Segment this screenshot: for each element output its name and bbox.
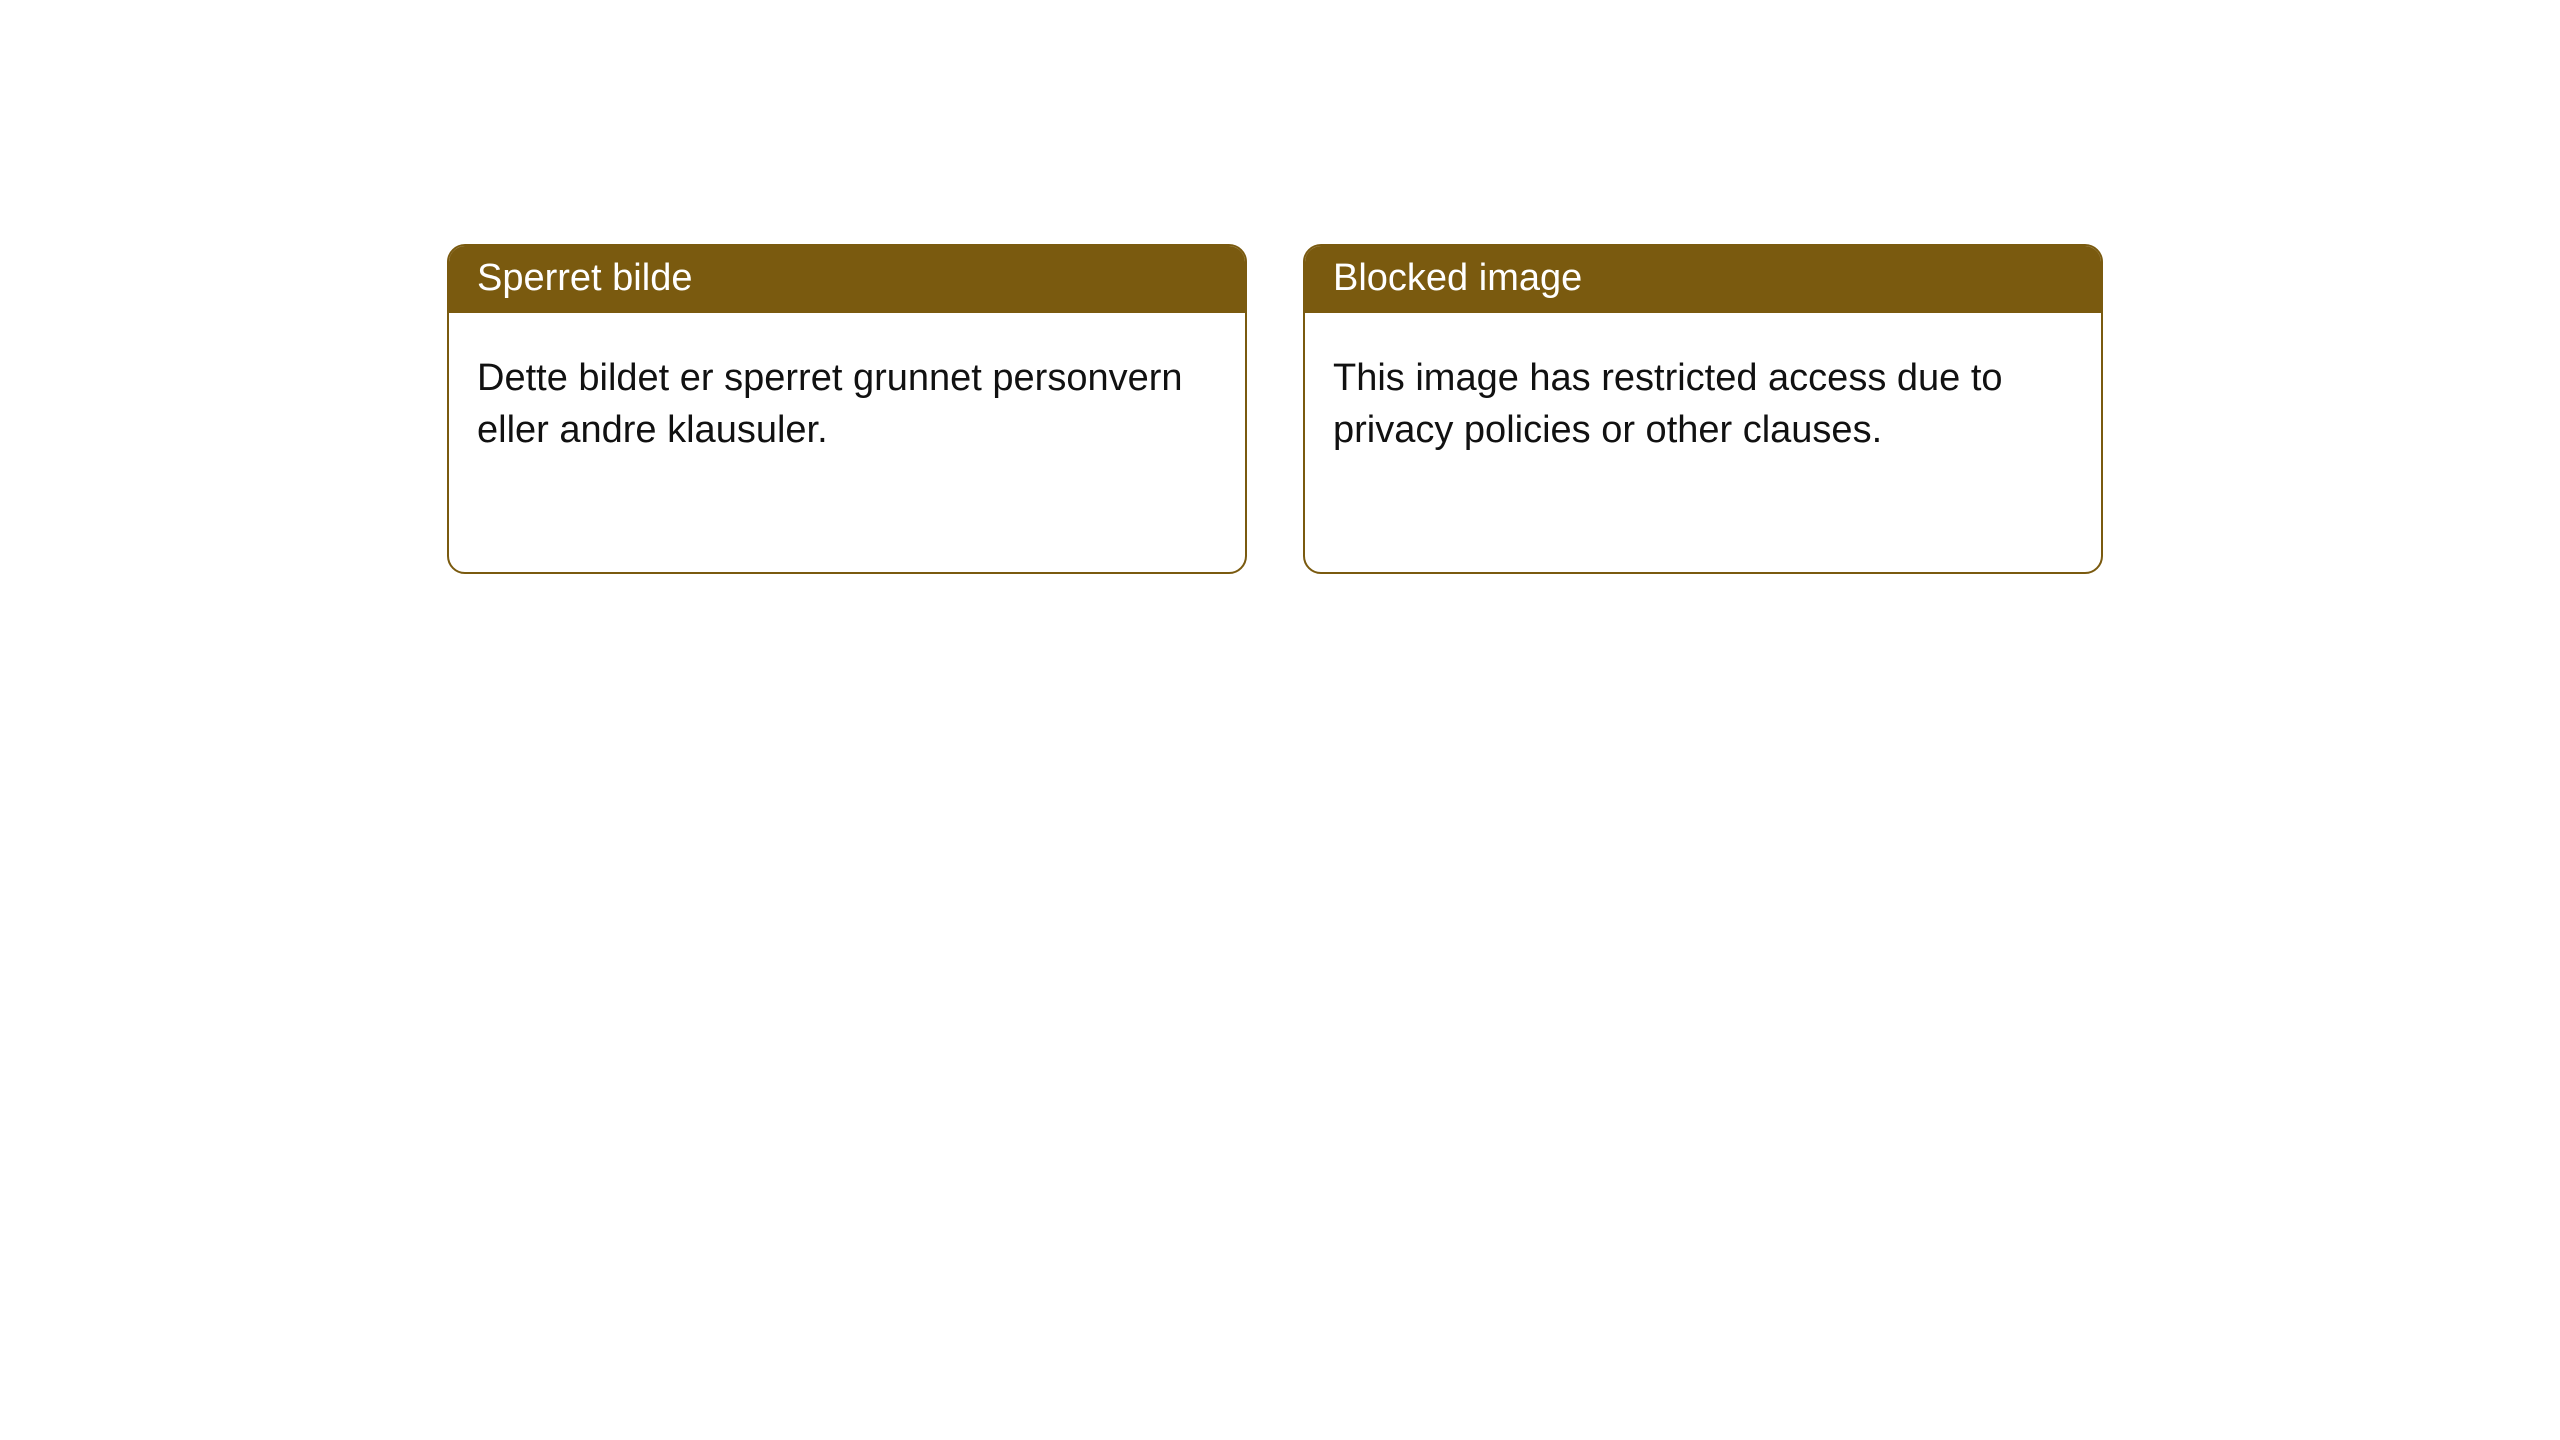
notice-cards-container: Sperret bilde Dette bildet er sperret gr… (447, 244, 2560, 574)
card-header-norwegian: Sperret bilde (449, 246, 1245, 313)
notice-card-english: Blocked image This image has restricted … (1303, 244, 2103, 574)
notice-card-norwegian: Sperret bilde Dette bildet er sperret gr… (447, 244, 1247, 574)
card-body-norwegian: Dette bildet er sperret grunnet personve… (449, 313, 1245, 496)
card-header-english: Blocked image (1305, 246, 2101, 313)
card-body-english: This image has restricted access due to … (1305, 313, 2101, 496)
